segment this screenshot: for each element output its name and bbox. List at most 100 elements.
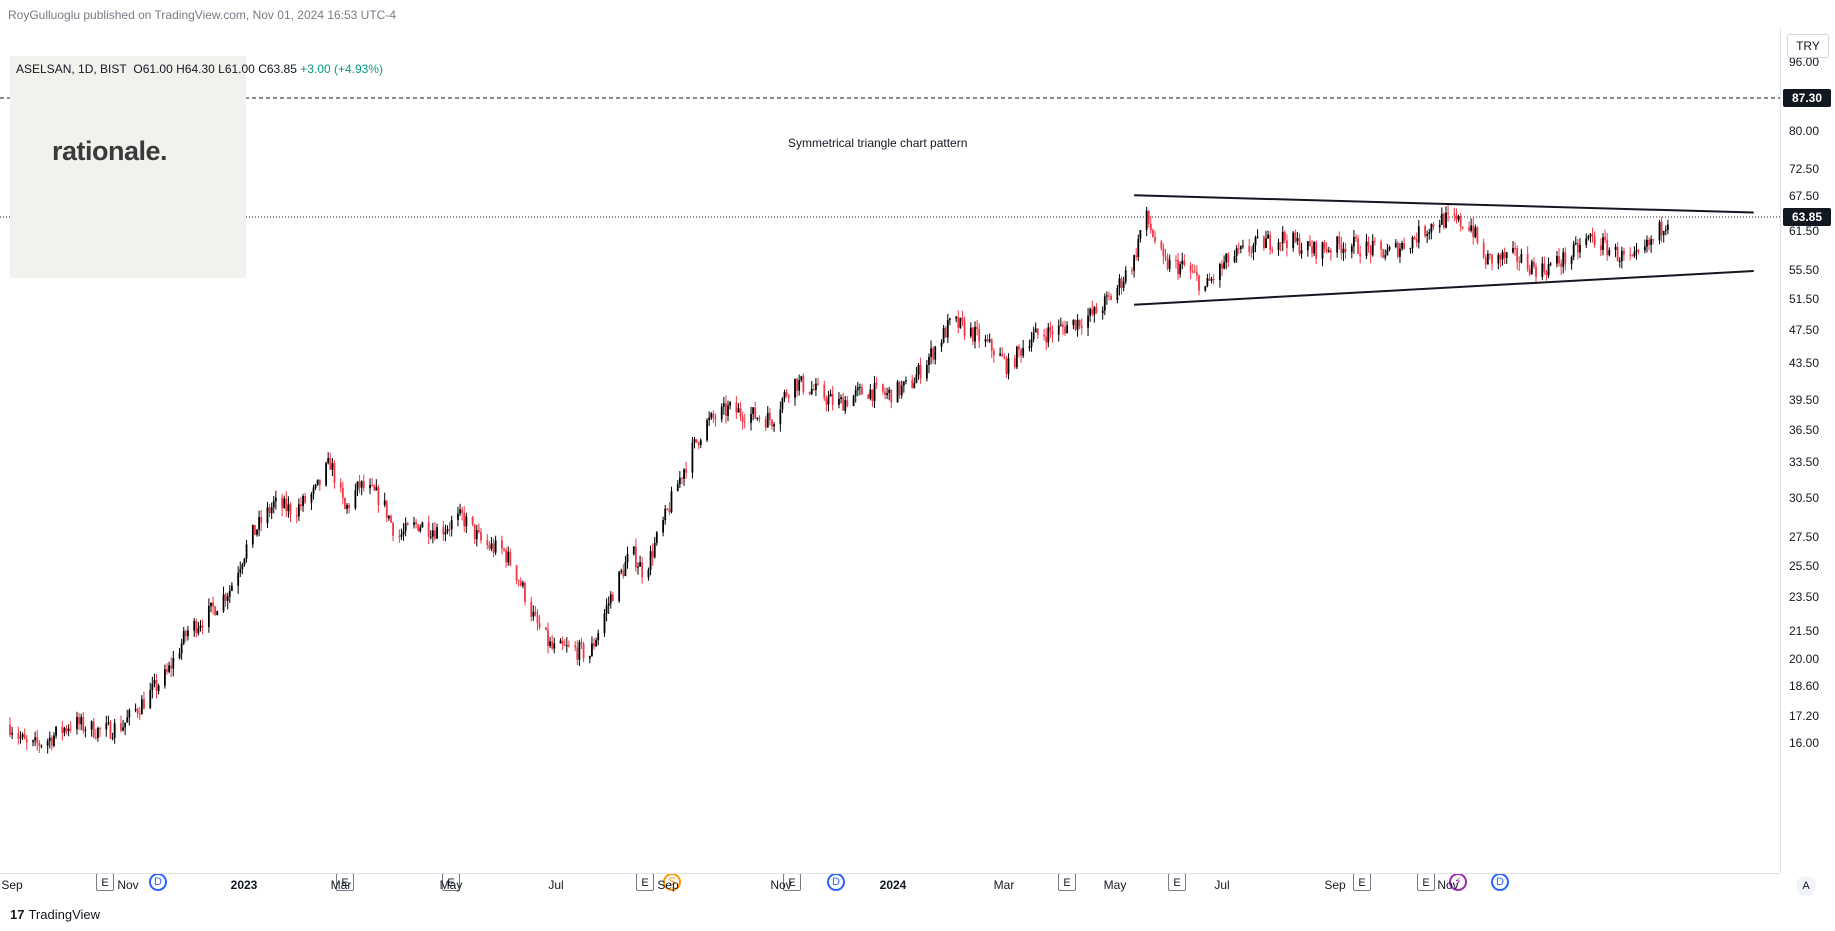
tradingview-logo[interactable]: 17 TradingView — [10, 907, 100, 922]
candle-body — [1620, 250, 1623, 261]
candle-body — [1032, 332, 1035, 340]
legend-high: H64.30 — [176, 62, 215, 76]
candle-body — [17, 732, 20, 739]
candle-body — [1643, 246, 1646, 251]
candle-body — [620, 570, 623, 572]
candle-body — [1124, 270, 1127, 282]
symbol-legend[interactable]: ASELSAN, 1D, BIST O61.00 H64.30 L61.00 C… — [16, 62, 383, 76]
candle-body — [107, 721, 110, 724]
candle-body — [492, 543, 495, 553]
candle-body — [25, 738, 28, 743]
candle-body — [164, 669, 166, 686]
candle-body — [1438, 224, 1441, 228]
candle-body — [1384, 255, 1387, 258]
candle-body — [434, 530, 436, 539]
candle-body — [886, 393, 888, 395]
candle-body — [404, 523, 407, 532]
candle-body — [961, 317, 964, 321]
candle-body — [471, 516, 474, 525]
candle-body — [639, 562, 641, 567]
candle-body — [1057, 325, 1060, 335]
candle-body — [1168, 259, 1171, 269]
candle-body — [722, 403, 725, 407]
auto-scale-button[interactable]: A — [1796, 876, 1816, 896]
candle-body — [1076, 319, 1079, 330]
candle-body — [1501, 252, 1504, 260]
candle-body — [450, 519, 453, 530]
candle-body — [1206, 278, 1209, 287]
candle-body — [226, 596, 229, 602]
candle-body — [928, 357, 930, 366]
time-axis[interactable]: Sep Nov 2023 Mar May Jul Sep Nov 2024 Mar May Jul Se… — [0, 873, 1780, 899]
candle-body — [735, 402, 738, 413]
dividend-event-icon[interactable]: D — [1491, 873, 1509, 891]
candle-body — [67, 728, 70, 732]
candle-body — [869, 389, 872, 399]
dividend-event-icon[interactable]: D — [149, 873, 167, 891]
dividend-event-icon[interactable]: D — [827, 873, 845, 891]
split-event-icon[interactable]: S — [663, 873, 681, 891]
candle-body — [1648, 239, 1650, 245]
candle-body — [831, 393, 834, 405]
candle-body — [490, 543, 493, 549]
candle-body — [1059, 324, 1062, 326]
candle-body — [1541, 263, 1544, 277]
candle-body — [1183, 260, 1186, 266]
candle-body — [754, 407, 757, 419]
time-label: 2024 — [879, 878, 907, 892]
candle-body — [297, 504, 300, 517]
candle-body — [551, 641, 554, 649]
candle-body — [1587, 236, 1590, 239]
candle-body — [752, 407, 755, 414]
candle-body — [1386, 249, 1389, 256]
candle-body — [448, 529, 451, 531]
earnings-event-icon[interactable]: E — [336, 873, 354, 891]
candle-body — [1269, 234, 1272, 250]
candle-body — [1428, 232, 1431, 234]
price-scale[interactable]: 96.00 80.00 72.50 67.50 61.50 55.50 51.50 47.50… — [1780, 28, 1835, 873]
candle-body — [463, 513, 466, 527]
candle-body — [310, 493, 313, 503]
candle-body — [574, 645, 577, 648]
pattern-annotation[interactable]: Symmetrical triangle chart pattern — [788, 136, 968, 150]
chart-canvas[interactable] — [0, 28, 1780, 873]
candle-body — [810, 389, 813, 394]
candle-body — [781, 398, 784, 410]
candle-body — [1459, 216, 1462, 227]
candle-body — [48, 737, 51, 742]
candle-body — [1545, 271, 1548, 276]
candle-body — [712, 413, 715, 419]
flash-event-icon[interactable]: ⚡ — [1449, 873, 1467, 891]
candle-body — [1147, 210, 1150, 224]
candle-body — [457, 513, 459, 520]
candle-body — [1265, 238, 1267, 249]
candle-body — [591, 643, 593, 657]
chart-plot-area[interactable]: rationale. ASELSAN, 1D, BIST O61.00 H64.… — [0, 28, 1780, 891]
candle-body — [888, 389, 891, 394]
candle-body — [691, 442, 694, 473]
candle-body — [785, 392, 788, 396]
currency-button[interactable]: TRY — [1787, 34, 1829, 58]
candle-body — [611, 594, 614, 601]
candle-body — [354, 490, 357, 509]
candle-body — [827, 396, 830, 405]
candle-body — [846, 400, 849, 406]
candle-body — [959, 317, 962, 328]
price-label: 39.50 — [1789, 392, 1820, 407]
candle-body — [817, 383, 819, 385]
candle-body — [1472, 225, 1475, 238]
candle-body — [576, 647, 579, 660]
candle-body — [725, 403, 727, 416]
candle-body — [913, 383, 916, 388]
candle-body — [873, 383, 876, 402]
candle-body — [212, 602, 214, 607]
price-label: 33.50 — [1789, 455, 1820, 470]
candle-body — [1616, 246, 1619, 262]
candle-body — [228, 590, 231, 597]
candle-body — [1149, 223, 1152, 231]
candle-body — [1457, 216, 1460, 220]
candle-body — [1635, 250, 1638, 253]
earnings-event-icon[interactable]: E — [96, 873, 114, 891]
candle-body — [681, 477, 683, 479]
candle-body — [1403, 242, 1406, 249]
